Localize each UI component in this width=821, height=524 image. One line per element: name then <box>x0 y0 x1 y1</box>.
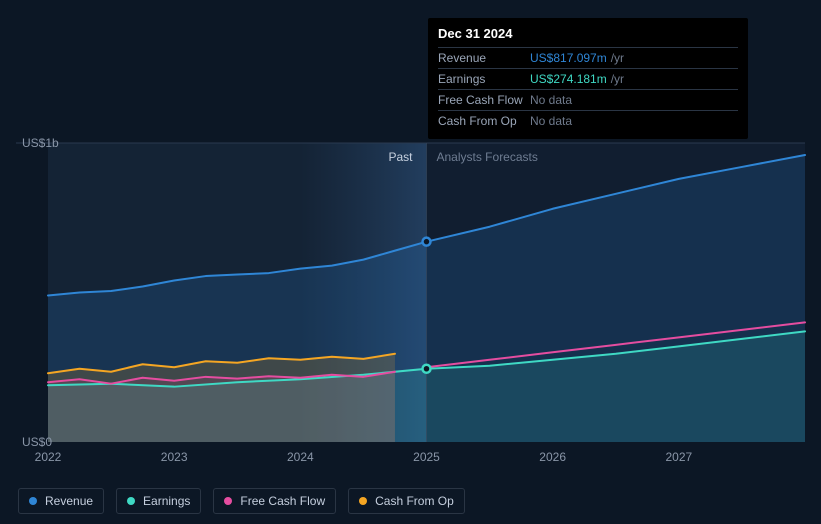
tooltip-row-label: Revenue <box>438 51 530 65</box>
x-tick-label: 2026 <box>539 450 566 464</box>
x-tick-label: 2024 <box>287 450 314 464</box>
legend-item-cfo[interactable]: Cash From Op <box>348 488 465 514</box>
chart-legend: Revenue Earnings Free Cash Flow Cash From O… <box>18 488 465 514</box>
tooltip-row-label: Free Cash Flow <box>438 93 530 107</box>
tooltip-row-value: No data <box>530 93 572 107</box>
tooltip-row-value: US$274.181m/yr <box>530 72 624 86</box>
y-tick-label: US$1b <box>22 136 59 150</box>
x-tick-label: 2023 <box>161 450 188 464</box>
legend-item-fcf[interactable]: Free Cash Flow <box>213 488 336 514</box>
tooltip-row-value: No data <box>530 114 572 128</box>
legend-dot-icon <box>359 497 367 505</box>
tooltip-row: Cash From OpNo data <box>438 110 738 131</box>
legend-label: Revenue <box>45 494 93 508</box>
tooltip-row-value: US$817.097m/yr <box>530 51 624 65</box>
future-label: Analysts Forecasts <box>437 150 538 164</box>
legend-label: Free Cash Flow <box>240 494 325 508</box>
legend-dot-icon <box>29 497 37 505</box>
tooltip-date: Dec 31 2024 <box>438 26 738 47</box>
legend-label: Earnings <box>143 494 190 508</box>
chart-container: US$1bUS$0 202220232024202520262027 Past … <box>0 0 821 524</box>
tooltip-row: EarningsUS$274.181m/yr <box>438 68 738 89</box>
x-tick-label: 2025 <box>413 450 440 464</box>
y-tick-label: US$0 <box>22 435 52 449</box>
tooltip-row-label: Cash From Op <box>438 114 530 128</box>
legend-dot-icon <box>127 497 135 505</box>
legend-dot-icon <box>224 497 232 505</box>
past-label: Past <box>389 150 413 164</box>
x-tick-label: 2022 <box>35 450 62 464</box>
legend-item-earnings[interactable]: Earnings <box>116 488 201 514</box>
legend-item-revenue[interactable]: Revenue <box>18 488 104 514</box>
legend-label: Cash From Op <box>375 494 454 508</box>
chart-tooltip: Dec 31 2024 RevenueUS$817.097m/yrEarning… <box>428 18 748 139</box>
tooltip-row: Free Cash FlowNo data <box>438 89 738 110</box>
x-tick-label: 2027 <box>665 450 692 464</box>
tooltip-row: RevenueUS$817.097m/yr <box>438 47 738 68</box>
tooltip-row-label: Earnings <box>438 72 530 86</box>
